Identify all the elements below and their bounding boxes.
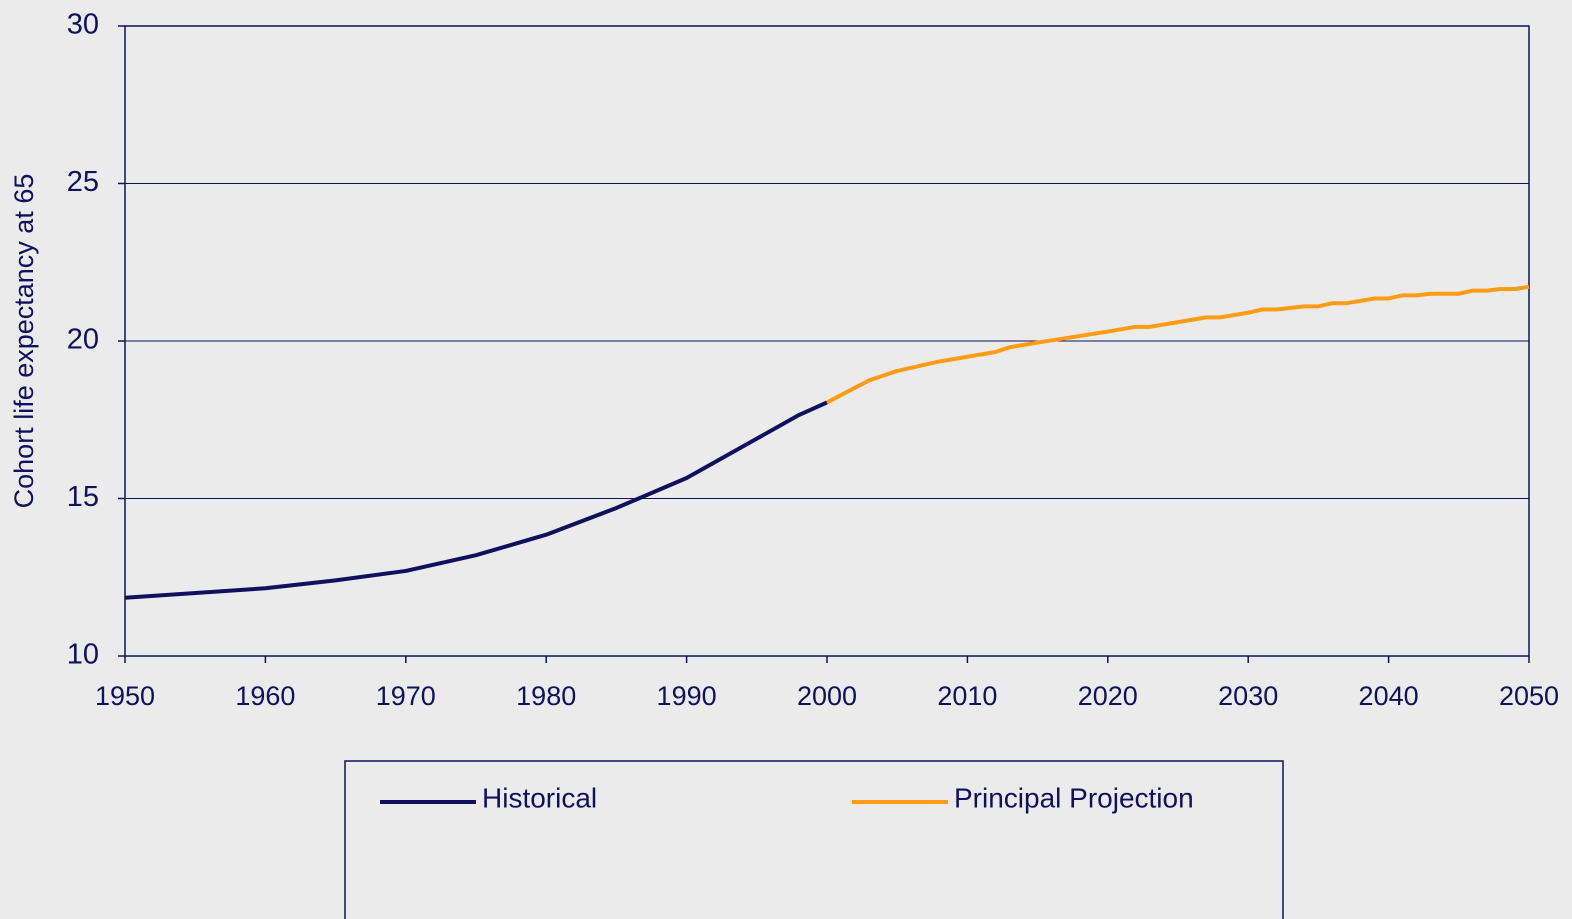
legend-label: Principal Projection — [954, 782, 1194, 813]
x-tick-label: 2010 — [937, 681, 997, 711]
y-tick-label: 20 — [67, 324, 99, 356]
x-tick-label: 2030 — [1218, 681, 1278, 711]
y-tick-label: 15 — [67, 481, 99, 513]
legend-label: Historical — [482, 782, 597, 813]
x-tick-label: 2040 — [1359, 681, 1419, 711]
x-tick-label: 1970 — [376, 681, 436, 711]
x-tick-label: 1980 — [516, 681, 576, 711]
y-tick-label: 10 — [67, 639, 99, 671]
x-tick-label: 1990 — [657, 681, 717, 711]
y-tick-label: 30 — [67, 9, 99, 41]
x-tick-label: 1960 — [235, 681, 295, 711]
y-axis-label: Cohort life expectancy at 65 — [9, 174, 39, 509]
legend-box — [344, 760, 1284, 919]
x-tick-label: 2000 — [797, 681, 857, 711]
y-tick-label: 25 — [67, 166, 99, 198]
line — [826, 284, 1530, 405]
x-tick-label: 2020 — [1078, 681, 1138, 711]
plot-frame — [124, 25, 1530, 657]
x-tick-label: 1950 — [95, 681, 155, 711]
x-tick-label: 2050 — [1499, 681, 1559, 711]
line — [124, 400, 828, 600]
